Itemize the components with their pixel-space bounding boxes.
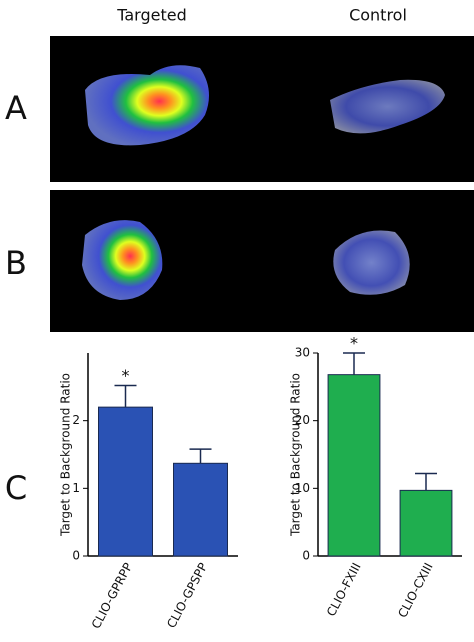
column-label: Control xyxy=(349,6,407,25)
x-tick-label: CLIO-GPRPP xyxy=(89,560,135,631)
image-panel-a xyxy=(50,36,474,182)
bar xyxy=(399,489,453,557)
y-tick-label: 1 xyxy=(72,481,80,495)
error-bar xyxy=(114,384,137,408)
row-label: C xyxy=(5,469,27,507)
y-axis-label: Target to Background Ratio xyxy=(289,373,303,537)
y-tick-label: 0 xyxy=(72,549,80,563)
row-label: A xyxy=(5,89,27,127)
error-bar xyxy=(189,448,212,464)
significance-mark: * xyxy=(122,366,130,385)
bar xyxy=(173,462,228,557)
row-label: B xyxy=(5,244,27,282)
y-tick-label: 30 xyxy=(295,346,310,360)
bar xyxy=(327,374,381,557)
x-tick-label: CLIO-FXIII xyxy=(324,560,364,618)
x-tick-label: CLIO-CXIII xyxy=(395,560,436,619)
column-label: Targeted xyxy=(116,6,187,25)
x-tick-label: CLIO-GPSPP xyxy=(164,560,210,630)
bar xyxy=(98,406,153,557)
y-tick-label: 10 xyxy=(295,481,310,495)
y-tick-label: 2 xyxy=(72,413,80,427)
error-bar xyxy=(343,352,365,375)
y-tick-label: 0 xyxy=(302,549,310,563)
error-bar xyxy=(415,472,437,491)
y-axis-label: Target to Background Ratio xyxy=(59,373,73,537)
image-panel-b xyxy=(50,190,474,332)
y-tick-label: 20 xyxy=(295,413,310,427)
significance-mark: * xyxy=(350,334,358,353)
